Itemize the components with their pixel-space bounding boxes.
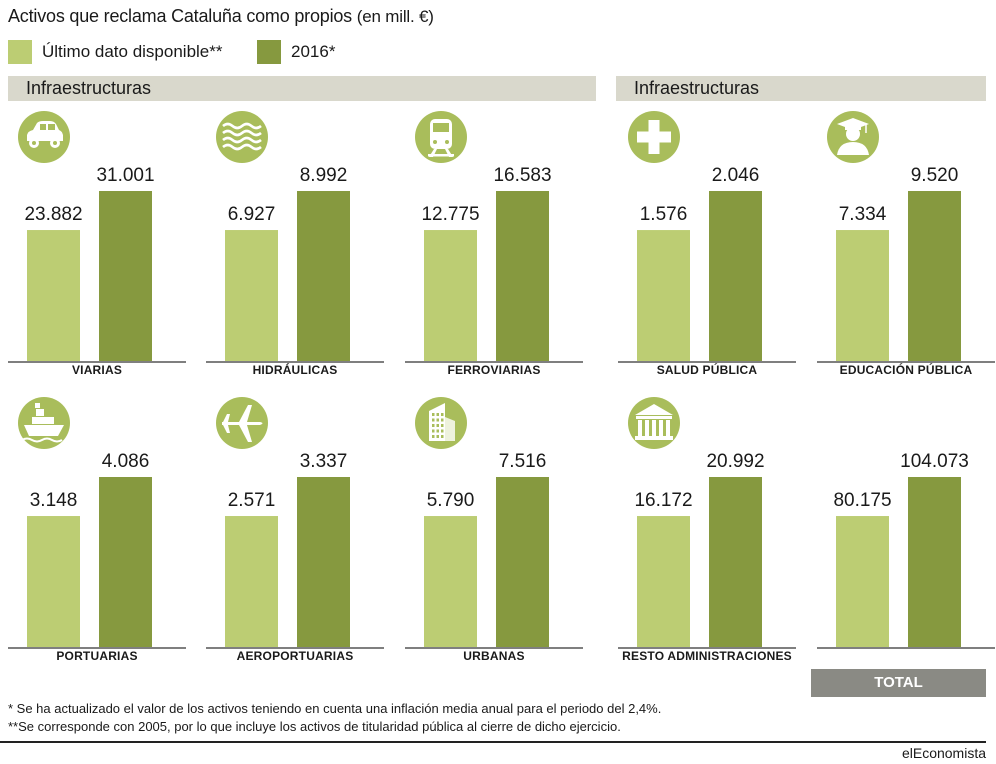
bar-latest [836, 230, 889, 361]
value-label-latest: 5.790 [427, 490, 475, 511]
value-label-2016: 7.516 [499, 451, 547, 472]
bar-latest [27, 516, 80, 647]
footnote-1: * Se ha actualizado el valor de los acti… [8, 701, 662, 716]
section-band-right: Infraestructuras [616, 76, 986, 101]
panel-label: SALUD PÚBLICA [656, 363, 758, 377]
bar-2016 [709, 191, 762, 361]
value-label-2016: 4.086 [102, 451, 150, 472]
bar-2016 [908, 191, 961, 361]
panel-chart: 16.172 20.992 [618, 397, 796, 649]
value-label-2016: 104.073 [900, 451, 969, 472]
legend-item-latest: Último dato disponible** [8, 40, 223, 64]
panel-chart: 6.927 8.992 [206, 111, 384, 363]
car-icon [18, 111, 70, 163]
water-waves-icon-bg [216, 111, 268, 163]
government-building-icon [628, 397, 680, 449]
panel-chart: 3.148 4.086 [8, 397, 186, 649]
value-label-latest: 3.148 [30, 490, 78, 511]
bottom-rule [0, 741, 986, 743]
value-label-latest: 23.882 [24, 204, 82, 225]
panel-chart: 5.790 7.516 [405, 397, 583, 649]
legend-label-latest: Último dato disponible** [42, 42, 223, 61]
panel-airplane: 2.571 3.337 AEROPORTUARIAS [206, 397, 384, 669]
total-label: TOTAL [811, 669, 986, 697]
value-label-2016: 20.992 [706, 451, 764, 472]
bar-latest [836, 516, 889, 647]
graduate-icon [827, 111, 879, 163]
title-units: (en mill. €) [356, 7, 434, 26]
value-label-latest: 12.775 [421, 204, 479, 225]
panel-label: AEROPORTUARIAS [236, 649, 354, 663]
panel-water-waves: 6.927 8.992 HIDRÁULICAS [206, 111, 384, 383]
panel-label: HIDRÁULICAS [252, 363, 338, 377]
airplane-icon [216, 397, 268, 449]
bar-2016 [908, 477, 961, 647]
bar-2016 [496, 191, 549, 361]
panel-label: FERROVIARIAS [447, 363, 541, 377]
bar-2016 [297, 191, 350, 361]
bar-latest [225, 516, 278, 647]
chart-title: Activos que reclama Cataluña como propio… [8, 6, 434, 27]
panel-car: 23.882 31.001 VIARIAS [8, 111, 186, 383]
bar-latest [225, 230, 278, 361]
value-label-2016: 3.337 [300, 451, 348, 472]
panel-medical-cross: 1.576 2.046 SALUD PÚBLICA [618, 111, 796, 383]
building-icon [415, 397, 467, 449]
value-label-2016: 2.046 [712, 165, 760, 186]
panel-label: RESTO ADMINISTRACIONES [622, 649, 792, 663]
bar-2016 [99, 477, 152, 647]
value-label-latest: 16.172 [634, 490, 692, 511]
bar-latest [424, 230, 477, 361]
panel-chart: 23.882 31.001 [8, 111, 186, 363]
bar-2016 [709, 477, 762, 647]
panel-label: PORTUARIAS [56, 649, 138, 663]
value-label-latest: 2.571 [228, 490, 276, 511]
panel-ship: 3.148 4.086 PORTUARIAS [8, 397, 186, 669]
ship-icon [18, 397, 70, 449]
panel-chart: 80.175 104.073 [817, 451, 995, 649]
train-icon [415, 111, 467, 163]
legend-swatch-2016 [257, 40, 281, 64]
value-label-latest: 7.334 [839, 204, 887, 225]
panel-total: 80.175 104.073 [817, 397, 995, 669]
legend-item-2016: 2016* [257, 40, 335, 64]
water-waves-icon [216, 111, 268, 163]
bar-latest [424, 516, 477, 647]
legend-label-2016: 2016* [291, 42, 336, 61]
medical-cross-icon [628, 111, 680, 163]
bar-latest [637, 230, 690, 361]
panel-label: EDUCACIÓN PÚBLICA [839, 363, 973, 377]
panel-building: 5.790 7.516 URBANAS [405, 397, 583, 669]
section-band-left: Infraestructuras [8, 76, 596, 101]
panel-government-building: 16.172 20.992 RESTO ADMINISTRACIONES [618, 397, 796, 669]
panel-chart: 1.576 2.046 [618, 111, 796, 363]
source-brand: elEconomista [901, 745, 986, 761]
legend-swatch-latest [8, 40, 32, 64]
panel-graduate: 7.334 9.520 EDUCACIÓN PÚBLICA [817, 111, 995, 383]
panel-label: VIARIAS [71, 363, 123, 377]
panel-train: 12.775 16.583 FERROVIARIAS [405, 111, 583, 383]
bar-latest [27, 230, 80, 361]
panel-chart: 2.571 3.337 [206, 397, 384, 649]
value-label-2016: 9.520 [911, 165, 959, 186]
value-label-2016: 8.992 [300, 165, 348, 186]
bar-2016 [297, 477, 350, 647]
bar-2016 [99, 191, 152, 361]
panel-chart: 7.334 9.520 [817, 111, 995, 363]
panel-label: URBANAS [463, 649, 525, 663]
panel-chart: 12.775 16.583 [405, 111, 583, 363]
value-label-latest: 6.927 [228, 204, 276, 225]
value-label-2016: 16.583 [493, 165, 551, 186]
title-text: Activos que reclama Cataluña como propio… [8, 6, 352, 26]
bar-latest [637, 516, 690, 647]
footnote-2: **Se corresponde con 2005, por lo que in… [8, 719, 621, 734]
value-label-latest: 80.175 [833, 490, 891, 511]
value-label-latest: 1.576 [640, 204, 688, 225]
value-label-2016: 31.001 [96, 165, 154, 186]
bar-2016 [496, 477, 549, 647]
